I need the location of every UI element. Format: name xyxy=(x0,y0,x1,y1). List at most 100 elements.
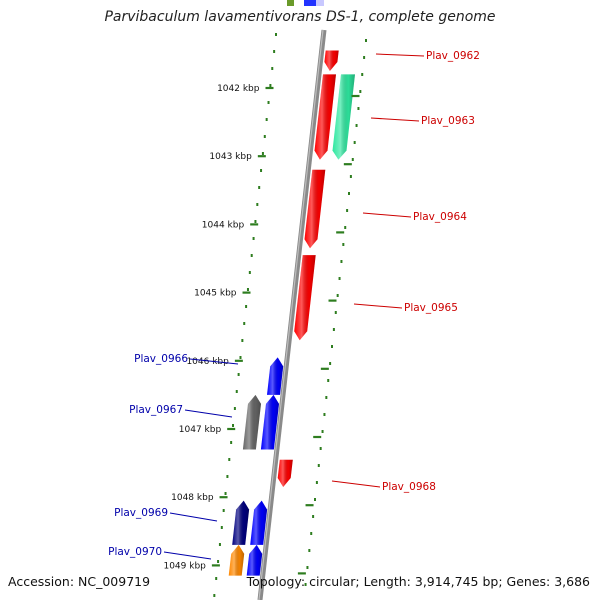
gene-label[interactable]: Plav_0970 xyxy=(108,546,162,558)
track-dot xyxy=(220,526,223,529)
gene-label-leader xyxy=(370,117,420,122)
track-dot xyxy=(252,237,255,240)
gene-plav_0966[interactable] xyxy=(267,357,284,395)
track-dot xyxy=(224,492,227,495)
track-dot xyxy=(355,124,358,127)
gene-plav_0967[interactable] xyxy=(260,394,279,450)
gene-arrow-shading xyxy=(332,74,355,160)
gene-label-leader xyxy=(169,512,218,522)
gene-plav_0968[interactable] xyxy=(277,459,293,487)
track-dot xyxy=(271,67,274,70)
gene-label[interactable]: Plav_0962 xyxy=(426,50,480,62)
track-dot xyxy=(357,107,360,110)
track-dot xyxy=(359,90,362,93)
track-dot xyxy=(338,277,341,280)
tick-label: 1049 kbp xyxy=(163,561,206,571)
track-dot xyxy=(365,39,367,42)
tick-label: 1043 kbp xyxy=(209,152,252,162)
track-dot xyxy=(342,243,345,246)
gene-label-leader xyxy=(331,480,381,488)
gene-arrow-shading xyxy=(277,459,293,487)
track-dot xyxy=(310,532,313,535)
gene-overlap-feature[interactable] xyxy=(228,544,245,576)
gene-label[interactable]: Plav_0964 xyxy=(413,211,467,223)
tick-label: 1047 kbp xyxy=(179,425,222,435)
track-dot xyxy=(314,498,316,501)
ruler-ticks: 1042 kbp 1043 kbp 1044 kbp 1045 kbp 1046 kbp… xyxy=(163,84,360,575)
backbone-highlight xyxy=(258,29,324,601)
backbone-line xyxy=(257,29,327,601)
track-dot xyxy=(217,560,220,563)
track-dot xyxy=(250,254,253,257)
track-dot xyxy=(258,186,261,189)
track-dot xyxy=(315,481,318,484)
gene-arrow-shading xyxy=(246,544,263,576)
track-dot xyxy=(312,515,315,518)
gene-label[interactable]: Plav_0966 xyxy=(134,353,188,365)
track-dot xyxy=(260,169,263,172)
gene-label-leader xyxy=(353,303,403,309)
track-dot xyxy=(308,549,311,552)
gene-plav_0965[interactable] xyxy=(294,255,316,341)
track-dot xyxy=(232,424,235,427)
track-dot xyxy=(329,362,332,365)
track-dot xyxy=(243,322,246,325)
gene-arrow-shading xyxy=(228,544,245,576)
genome-title: Parvibaculum lavamentivorans DS-1, compl… xyxy=(104,9,496,25)
gene-plav_0970[interactable] xyxy=(246,544,263,576)
gene-arrow-shading xyxy=(242,394,261,450)
track-dot xyxy=(239,356,242,359)
track-dot xyxy=(213,594,216,597)
clipped-gene-fragment xyxy=(287,0,294,6)
clipped-gene-fragment xyxy=(316,0,324,6)
track-dot xyxy=(331,345,333,348)
gene-label[interactable]: Plav_0968 xyxy=(382,481,436,493)
gene-plav_0962[interactable] xyxy=(324,50,339,72)
track-dot xyxy=(235,390,238,393)
gene-arrow-shading xyxy=(260,394,279,450)
track-dot xyxy=(346,209,349,212)
gene-overlap-feature[interactable] xyxy=(242,394,261,450)
gene-label[interactable]: Plav_0963 xyxy=(421,115,475,127)
track-dot xyxy=(269,84,272,87)
gene-plav_0969[interactable] xyxy=(250,500,268,545)
gene-label[interactable]: Plav_0969 xyxy=(114,507,168,519)
gene-arrow-shading xyxy=(324,50,339,71)
genome-summary-text: Topology: circular; Length: 3,914,745 bp… xyxy=(246,574,590,589)
gene-label-leader xyxy=(184,409,233,418)
gene-label[interactable]: Plav_0965 xyxy=(404,302,458,314)
track-dot xyxy=(263,135,266,138)
tick-label: 1048 kbp xyxy=(171,493,214,503)
tick-label: 1044 kbp xyxy=(202,220,245,230)
tick-dot-tracks xyxy=(213,33,367,597)
track-dot xyxy=(267,101,270,104)
tick-label: 1046 kbp xyxy=(186,357,229,367)
track-dot xyxy=(319,447,322,450)
top-fragments xyxy=(287,0,324,6)
track-dot xyxy=(237,373,240,376)
gene-plav_0964[interactable] xyxy=(304,169,326,249)
track-dot xyxy=(222,509,225,512)
track-dot xyxy=(218,543,221,546)
track-dot xyxy=(332,328,335,331)
gene-label[interactable]: Plav_0967 xyxy=(129,404,183,416)
track-dot xyxy=(353,141,356,144)
track-dot xyxy=(215,577,218,580)
gene-overlap-feature[interactable] xyxy=(232,500,250,545)
track-dot xyxy=(334,311,337,314)
track-dot xyxy=(336,294,339,297)
track-dot xyxy=(248,271,251,274)
gene-track xyxy=(228,50,356,576)
track-dot xyxy=(273,50,276,53)
gene-plav_0963[interactable] xyxy=(314,74,337,160)
track-dot xyxy=(230,441,233,444)
track-dot xyxy=(306,566,309,569)
gene-overlap-feature[interactable] xyxy=(332,74,356,160)
gene-label-leader xyxy=(189,358,239,365)
track-dot xyxy=(348,192,350,195)
gene-labels: Plav_0962 Plav_0963 Plav_0964 Plav_0965 Plav… xyxy=(108,50,480,560)
track-dot xyxy=(241,339,244,342)
track-dot xyxy=(233,407,236,410)
